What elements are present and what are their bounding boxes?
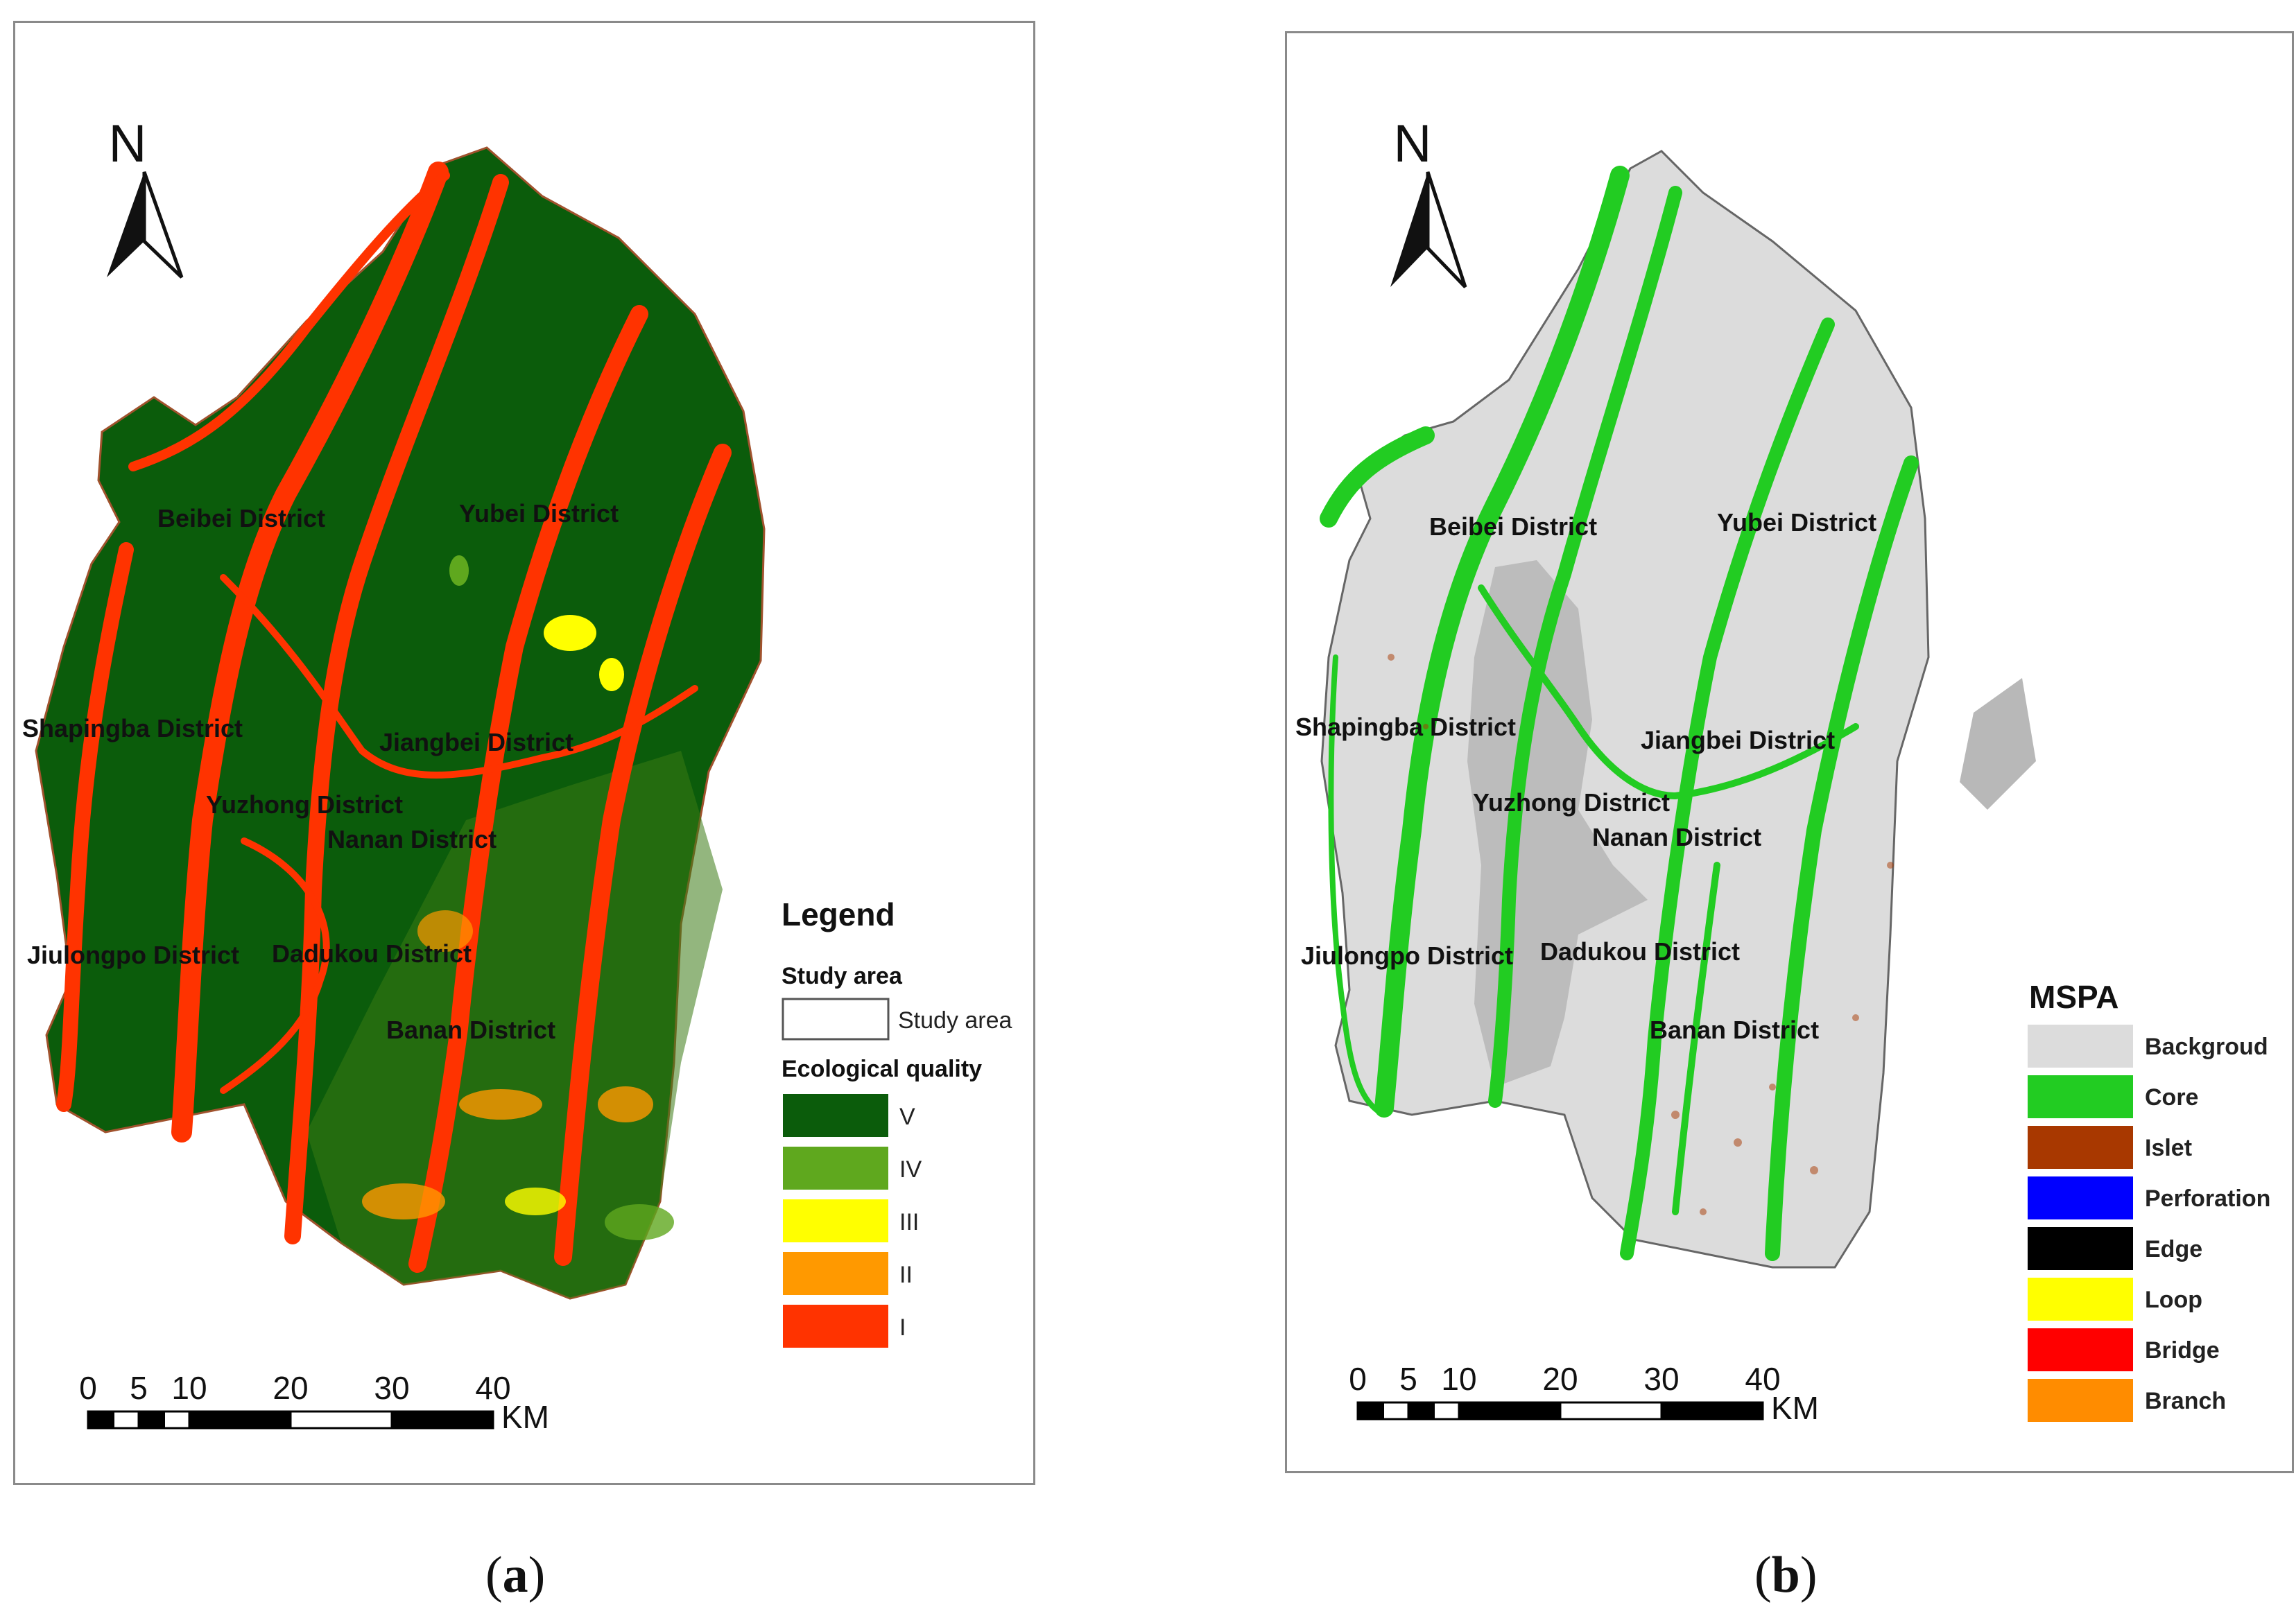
legend-a-swatch-4 bbox=[783, 1252, 888, 1295]
scale-segment-2 bbox=[112, 1410, 140, 1430]
scale-segment-3 bbox=[137, 1410, 165, 1430]
scale-segment-1 bbox=[1356, 1401, 1384, 1420]
district-label-yuzhong: Yuzhong District bbox=[206, 790, 403, 819]
legend-b-swatch-1 bbox=[2028, 1025, 2133, 1068]
legend-b-label-3: Islet bbox=[2145, 1135, 2192, 1161]
district-label-yubei: Yubei District bbox=[459, 499, 619, 528]
legend-a-label-1: V bbox=[899, 1104, 915, 1130]
legend-b-swatch-7 bbox=[2028, 1328, 2133, 1371]
urban-core-jiangbei-b bbox=[1960, 678, 2036, 810]
legend-b-label-7: Bridge bbox=[2145, 1337, 2220, 1364]
scale-tick-20: 20 bbox=[273, 1370, 308, 1406]
scale-segment-1 bbox=[87, 1410, 114, 1430]
scale-segment-2 bbox=[1382, 1401, 1410, 1420]
district-label-beibei-b: Beibei District bbox=[1429, 512, 1597, 541]
district-label-jiulongpo: Jiulongpo District bbox=[27, 941, 239, 969]
legend-a-swatch-5 bbox=[783, 1305, 888, 1348]
legend-a-swatch-2 bbox=[783, 1147, 888, 1190]
scale-segment-5 bbox=[1458, 1401, 1562, 1420]
legend-b-swatch-3 bbox=[2028, 1126, 2133, 1169]
panel-a-ecological-quality-map: N Beibei District Yubei District Shaping… bbox=[13, 21, 1035, 1485]
district-label-banan-b: Banan District bbox=[1650, 1016, 1819, 1044]
scale-tick-0: 0 bbox=[1349, 1361, 1367, 1397]
scale-tick-30: 30 bbox=[374, 1370, 409, 1406]
caption-b: (b) bbox=[1754, 1547, 1818, 1604]
scale-segment-7 bbox=[1660, 1401, 1764, 1420]
scale-segment-6 bbox=[289, 1410, 393, 1430]
scale-tick-5: 5 bbox=[1399, 1361, 1417, 1397]
legend-title-b: MSPA bbox=[2029, 979, 2119, 1015]
district-label-yubei-b: Yubei District bbox=[1717, 508, 1876, 537]
district-label-beibei: Beibei District bbox=[157, 504, 325, 532]
scale-tick-40: 40 bbox=[1745, 1361, 1780, 1397]
district-label-nanan: Nanan District bbox=[327, 825, 497, 853]
scale-tick-10: 10 bbox=[1441, 1361, 1476, 1397]
medium-quality-patches-a bbox=[362, 555, 674, 1240]
legend-b-swatch-4 bbox=[2028, 1176, 2133, 1219]
legend-a-label-3: III bbox=[899, 1209, 919, 1235]
scale-tick-5: 5 bbox=[130, 1370, 148, 1406]
legend-quality-heading: Ecological quality bbox=[782, 1056, 982, 1082]
legend-a-label-2: IV bbox=[899, 1156, 922, 1183]
scale-tick-30: 30 bbox=[1643, 1361, 1679, 1397]
legend-study-area-label: Study area bbox=[898, 1007, 1012, 1034]
legend-b-label-1: Backgroud bbox=[2145, 1034, 2268, 1060]
legend-a-swatch-1 bbox=[783, 1094, 888, 1137]
north-arrow-b: N bbox=[1390, 114, 1467, 288]
legend-b-label-4: Perforation bbox=[2145, 1185, 2270, 1212]
north-arrow-a: N bbox=[107, 114, 184, 279]
district-label-banan: Banan District bbox=[386, 1016, 555, 1044]
low-quality-ridges-a bbox=[56, 162, 732, 1273]
legend-a: Legend Study area Study area Ecological … bbox=[782, 896, 1012, 1348]
legend-title-a: Legend bbox=[782, 896, 895, 932]
scale-unit: KM bbox=[1771, 1390, 1819, 1426]
district-label-shapingba-b: Shapingba District bbox=[1295, 713, 1516, 741]
legend-b-swatch-2 bbox=[2028, 1075, 2133, 1118]
legend-b-swatch-5 bbox=[2028, 1227, 2133, 1270]
north-label-a: N bbox=[109, 114, 147, 173]
panel-a-map-svg: N Beibei District Yubei District Shaping… bbox=[22, 114, 1012, 1435]
scale-segment-4 bbox=[163, 1410, 191, 1430]
legend-b-label-2: Core bbox=[2145, 1084, 2198, 1111]
panel-b-map-svg: N Beibei District Yubei District Shaping… bbox=[1295, 114, 2270, 1426]
mixed-quality-zone-a bbox=[307, 751, 723, 1298]
scale-segment-5 bbox=[188, 1410, 292, 1430]
legend-b-label-5: Edge bbox=[2145, 1236, 2202, 1262]
legend-b: MSPA Backgroud Core Islet Perforation Edge Lo… bbox=[2028, 979, 2270, 1422]
scale-segment-7 bbox=[390, 1410, 494, 1430]
scale-tick-20: 20 bbox=[1542, 1361, 1578, 1397]
district-label-dadukou: Dadukou District bbox=[272, 939, 472, 968]
district-label-shapingba: Shapingba District bbox=[22, 714, 243, 742]
legend-study-area-swatch bbox=[782, 998, 890, 1041]
core-corridors-b bbox=[1320, 166, 1919, 1261]
panel-b-mspa-map: N Beibei District Yubei District Shaping… bbox=[1285, 31, 2294, 1473]
district-label-jiangbei-b: Jiangbei District bbox=[1641, 726, 1835, 754]
legend-b-swatch-6 bbox=[2028, 1278, 2133, 1321]
scale-segment-6 bbox=[1559, 1401, 1663, 1420]
legend-a-label-5: I bbox=[899, 1314, 906, 1341]
district-label-nanan-b: Nanan District bbox=[1592, 823, 1761, 851]
caption-a: (a) bbox=[485, 1547, 546, 1604]
scale-tick-0: 0 bbox=[79, 1370, 97, 1406]
legend-study-area-heading: Study area bbox=[782, 963, 903, 989]
legend-b-label-6: Loop bbox=[2145, 1287, 2202, 1313]
scale-tick-40: 40 bbox=[475, 1370, 510, 1406]
scale-segment-3 bbox=[1407, 1401, 1435, 1420]
scale-unit: KM bbox=[501, 1399, 549, 1435]
legend-a-label-4: II bbox=[899, 1262, 913, 1288]
district-label-dadukou-b: Dadukou District bbox=[1540, 937, 1740, 966]
district-label-jiulongpo-b: Jiulongpo District bbox=[1301, 941, 1513, 970]
district-label-jiangbei: Jiangbei District bbox=[379, 728, 573, 756]
legend-b-label-8: Branch bbox=[2145, 1388, 2226, 1414]
scale-segment-4 bbox=[1433, 1401, 1460, 1420]
islet-speckles-b bbox=[1388, 654, 1894, 1215]
legend-a-swatch-3 bbox=[783, 1199, 888, 1242]
north-label-b: N bbox=[1394, 114, 1432, 173]
scale-tick-10: 10 bbox=[171, 1370, 207, 1406]
district-label-yuzhong-b: Yuzhong District bbox=[1473, 788, 1670, 817]
legend-b-swatch-8 bbox=[2028, 1379, 2133, 1422]
